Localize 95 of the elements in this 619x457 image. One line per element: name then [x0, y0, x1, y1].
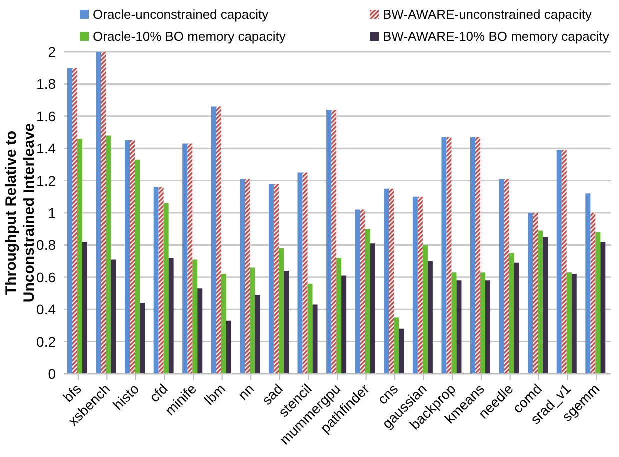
bar: [111, 260, 116, 374]
bar: [168, 258, 174, 374]
bar: [394, 318, 400, 374]
bar: [538, 230, 544, 374]
bar: [470, 137, 476, 374]
bar: [67, 68, 72, 374]
bar: [586, 194, 591, 374]
y-tick-label: 0.6: [36, 269, 56, 286]
bar: [255, 295, 260, 374]
bar: [590, 213, 596, 374]
legend-label: BW-AWARE-10% BO memory capacity: [383, 28, 610, 44]
bar: [499, 179, 504, 374]
x-tick-label: lbm: [201, 380, 228, 408]
y-axis-title: Throughput Relative to Unconstrained Interleave: [3, 122, 38, 304]
bar: [188, 144, 193, 374]
x-tick-label: cfd: [146, 380, 171, 406]
bar: [476, 137, 481, 374]
y-tick-label: 1.2: [36, 172, 56, 189]
bar: [365, 229, 370, 374]
bar: [140, 303, 146, 374]
bar: [533, 213, 538, 374]
bar: [389, 188, 394, 374]
bar: [101, 52, 106, 374]
bar: [82, 242, 88, 374]
bar: [77, 138, 82, 374]
bar: [355, 210, 360, 374]
bar: [509, 253, 514, 374]
bar: [130, 140, 136, 374]
bar: [268, 184, 274, 374]
bar: [452, 272, 457, 374]
y-tick-label: 0.2: [36, 334, 56, 350]
bar: [399, 328, 404, 374]
bar: [211, 106, 216, 374]
legend-label: Oracle-unconstrained capacity: [93, 6, 269, 22]
bar: [360, 210, 366, 374]
bar: [572, 274, 577, 374]
bar: [164, 203, 169, 374]
bar: [480, 272, 486, 374]
legend-label: Oracle-10% BO memory capacity: [93, 28, 286, 44]
bar: [326, 110, 332, 374]
bar: [486, 280, 491, 374]
bar: [298, 172, 303, 374]
bar: [250, 268, 256, 374]
bar: [192, 260, 198, 374]
bar: [278, 248, 284, 374]
bar: [274, 184, 279, 374]
bar: [514, 262, 520, 374]
bar: [125, 140, 130, 374]
bar: [504, 179, 510, 374]
y-tick-label: 0: [48, 366, 56, 382]
bar: [422, 245, 428, 374]
y-tick-label: 1.4: [36, 140, 56, 157]
bar: [412, 196, 418, 374]
bar: [135, 160, 140, 374]
bar: [562, 150, 567, 374]
bar: [332, 110, 337, 374]
y-tick-label: 0.4: [36, 302, 56, 318]
bar: [336, 258, 342, 374]
bar: [154, 187, 159, 374]
bar: [226, 320, 232, 374]
y-tick-label: 0.8: [36, 237, 56, 254]
bar: [596, 232, 601, 374]
bar: [456, 280, 462, 374]
bar: [442, 137, 447, 374]
bar: [312, 304, 318, 374]
bar: [446, 137, 452, 374]
bar: [418, 196, 423, 374]
bar: [342, 276, 347, 374]
bar: [284, 270, 289, 374]
bar: [216, 106, 222, 374]
bar: [308, 284, 313, 374]
bar: [240, 179, 246, 374]
bar: [428, 261, 433, 374]
bar: [96, 52, 102, 374]
bar: [198, 288, 203, 374]
bar: [245, 179, 250, 374]
bar: [600, 242, 606, 374]
legend-label: BW-AWARE-unconstrained capacity: [383, 6, 592, 22]
bar: [182, 144, 188, 374]
bar: [556, 150, 562, 374]
x-tick-label: nn: [234, 380, 258, 404]
bar: [106, 136, 112, 374]
bar: [302, 172, 308, 374]
bar: [72, 68, 78, 374]
y-tick-label: 2: [48, 44, 56, 60]
bar: [370, 244, 376, 374]
y-tick-label: 1: [48, 204, 56, 221]
bar: [221, 274, 226, 374]
y-tick-label: 1.8: [36, 76, 56, 92]
bar: [158, 187, 164, 374]
bar: [543, 237, 548, 374]
y-tick-label: 1.6: [36, 108, 56, 124]
bar: [566, 272, 572, 374]
bar: [528, 213, 534, 374]
bar: [384, 188, 390, 374]
